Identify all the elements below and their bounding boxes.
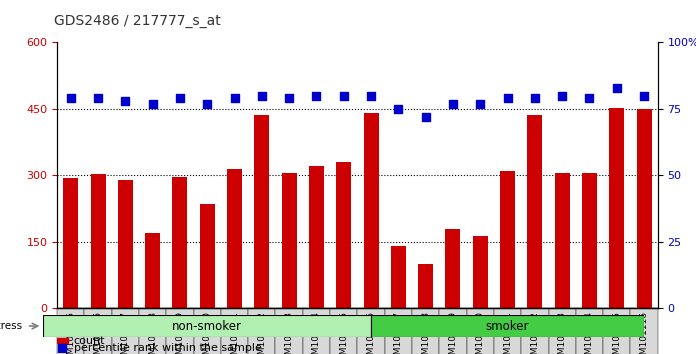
Point [202, 101, 213, 106]
Bar [254, 115, 269, 308]
Bar [63, 178, 78, 308]
Bar [118, 180, 133, 308]
Point [448, 101, 459, 106]
Point [502, 95, 513, 101]
Bar [145, 233, 160, 308]
Bar [371, 315, 644, 337]
Bar [576, 308, 603, 354]
Point [175, 95, 186, 101]
Point [338, 93, 349, 98]
Text: percentile rank within the sample: percentile rank within the sample [74, 343, 262, 353]
Bar [330, 308, 358, 354]
Point [365, 93, 377, 98]
Bar [412, 308, 439, 354]
Bar [84, 308, 111, 354]
Bar [173, 177, 187, 308]
Bar [282, 173, 296, 308]
Bar [336, 162, 351, 308]
Point [120, 98, 131, 104]
Point [475, 101, 486, 106]
Text: GDS2486 / 217777_s_at: GDS2486 / 217777_s_at [54, 14, 221, 28]
Bar [528, 115, 542, 308]
Text: stress: stress [0, 321, 22, 331]
Bar [445, 229, 461, 308]
Text: smoker: smoker [486, 320, 529, 332]
Bar [309, 166, 324, 308]
Point [229, 95, 240, 101]
Point [57, 345, 68, 351]
Bar [494, 308, 521, 354]
Bar [385, 308, 412, 354]
Bar [466, 308, 494, 354]
Point [283, 95, 294, 101]
Bar [548, 308, 576, 354]
Point [93, 95, 104, 101]
Bar [276, 308, 303, 354]
Bar [57, 338, 68, 343]
Bar [582, 173, 597, 308]
Point [529, 95, 540, 101]
Point [420, 114, 432, 120]
Bar [303, 308, 330, 354]
Bar [603, 308, 631, 354]
Bar [90, 174, 106, 308]
Text: count: count [74, 336, 105, 346]
Bar [637, 109, 651, 308]
Bar [139, 308, 166, 354]
Point [311, 93, 322, 98]
Point [638, 93, 649, 98]
Bar [631, 308, 658, 354]
Bar [43, 315, 371, 337]
Bar [248, 308, 276, 354]
Bar [521, 308, 548, 354]
Bar [609, 108, 624, 308]
Bar [227, 170, 242, 308]
Bar [200, 204, 215, 308]
Bar [418, 264, 433, 308]
Point [65, 95, 77, 101]
Bar [391, 246, 406, 308]
Point [147, 101, 158, 106]
Point [611, 85, 622, 91]
Bar [500, 171, 515, 308]
Bar [363, 113, 379, 308]
Bar [221, 308, 248, 354]
Point [584, 95, 595, 101]
Bar [166, 308, 193, 354]
Bar [111, 308, 139, 354]
Text: non-smoker: non-smoker [172, 320, 242, 332]
Bar [57, 308, 84, 354]
Point [557, 93, 568, 98]
Bar [439, 308, 466, 354]
Bar [193, 308, 221, 354]
Point [393, 106, 404, 112]
Point [256, 93, 267, 98]
Bar [555, 173, 569, 308]
Bar [473, 236, 488, 308]
Bar [358, 308, 385, 354]
